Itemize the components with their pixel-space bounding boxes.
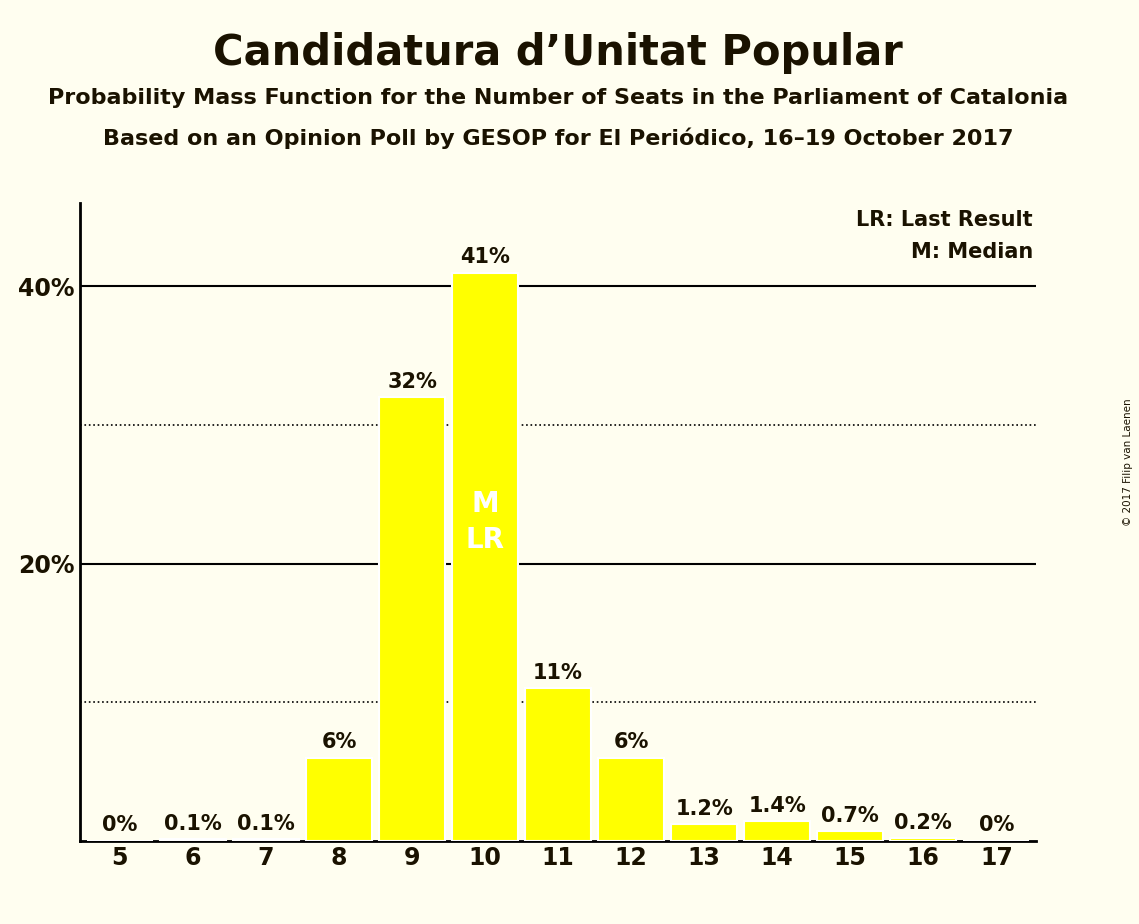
Text: 0.7%: 0.7% (821, 806, 879, 826)
Bar (598, 758, 664, 841)
Bar (818, 832, 883, 841)
Bar (233, 840, 298, 841)
Text: © 2017 Filip van Laenen: © 2017 Filip van Laenen (1123, 398, 1133, 526)
Bar (745, 821, 810, 841)
Bar (379, 397, 445, 841)
Bar (671, 824, 737, 841)
Text: 6%: 6% (321, 732, 357, 752)
Text: Candidatura d’Unitat Popular: Candidatura d’Unitat Popular (213, 32, 903, 74)
Text: 41%: 41% (460, 247, 510, 267)
Text: 0.2%: 0.2% (894, 812, 952, 833)
Text: 1.2%: 1.2% (675, 798, 734, 819)
Bar (161, 840, 226, 841)
Text: 32%: 32% (387, 371, 437, 392)
Text: 0%: 0% (978, 815, 1014, 835)
Bar (306, 758, 371, 841)
Text: M: Median: M: Median (910, 242, 1033, 262)
Text: M
LR: M LR (466, 490, 505, 554)
Bar (525, 688, 591, 841)
Text: 0.1%: 0.1% (164, 814, 222, 834)
Text: 0%: 0% (103, 815, 138, 835)
Text: 0.1%: 0.1% (237, 814, 295, 834)
Text: Probability Mass Function for the Number of Seats in the Parliament of Catalonia: Probability Mass Function for the Number… (48, 88, 1068, 108)
Bar (891, 838, 956, 841)
Bar (452, 273, 518, 841)
Text: LR: Last Result: LR: Last Result (857, 210, 1033, 230)
Text: 11%: 11% (533, 663, 583, 683)
Text: Based on an Opinion Poll by GESOP for El Periódico, 16–19 October 2017: Based on an Opinion Poll by GESOP for El… (103, 128, 1014, 149)
Text: 1.4%: 1.4% (748, 796, 806, 816)
Text: 6%: 6% (614, 732, 649, 752)
